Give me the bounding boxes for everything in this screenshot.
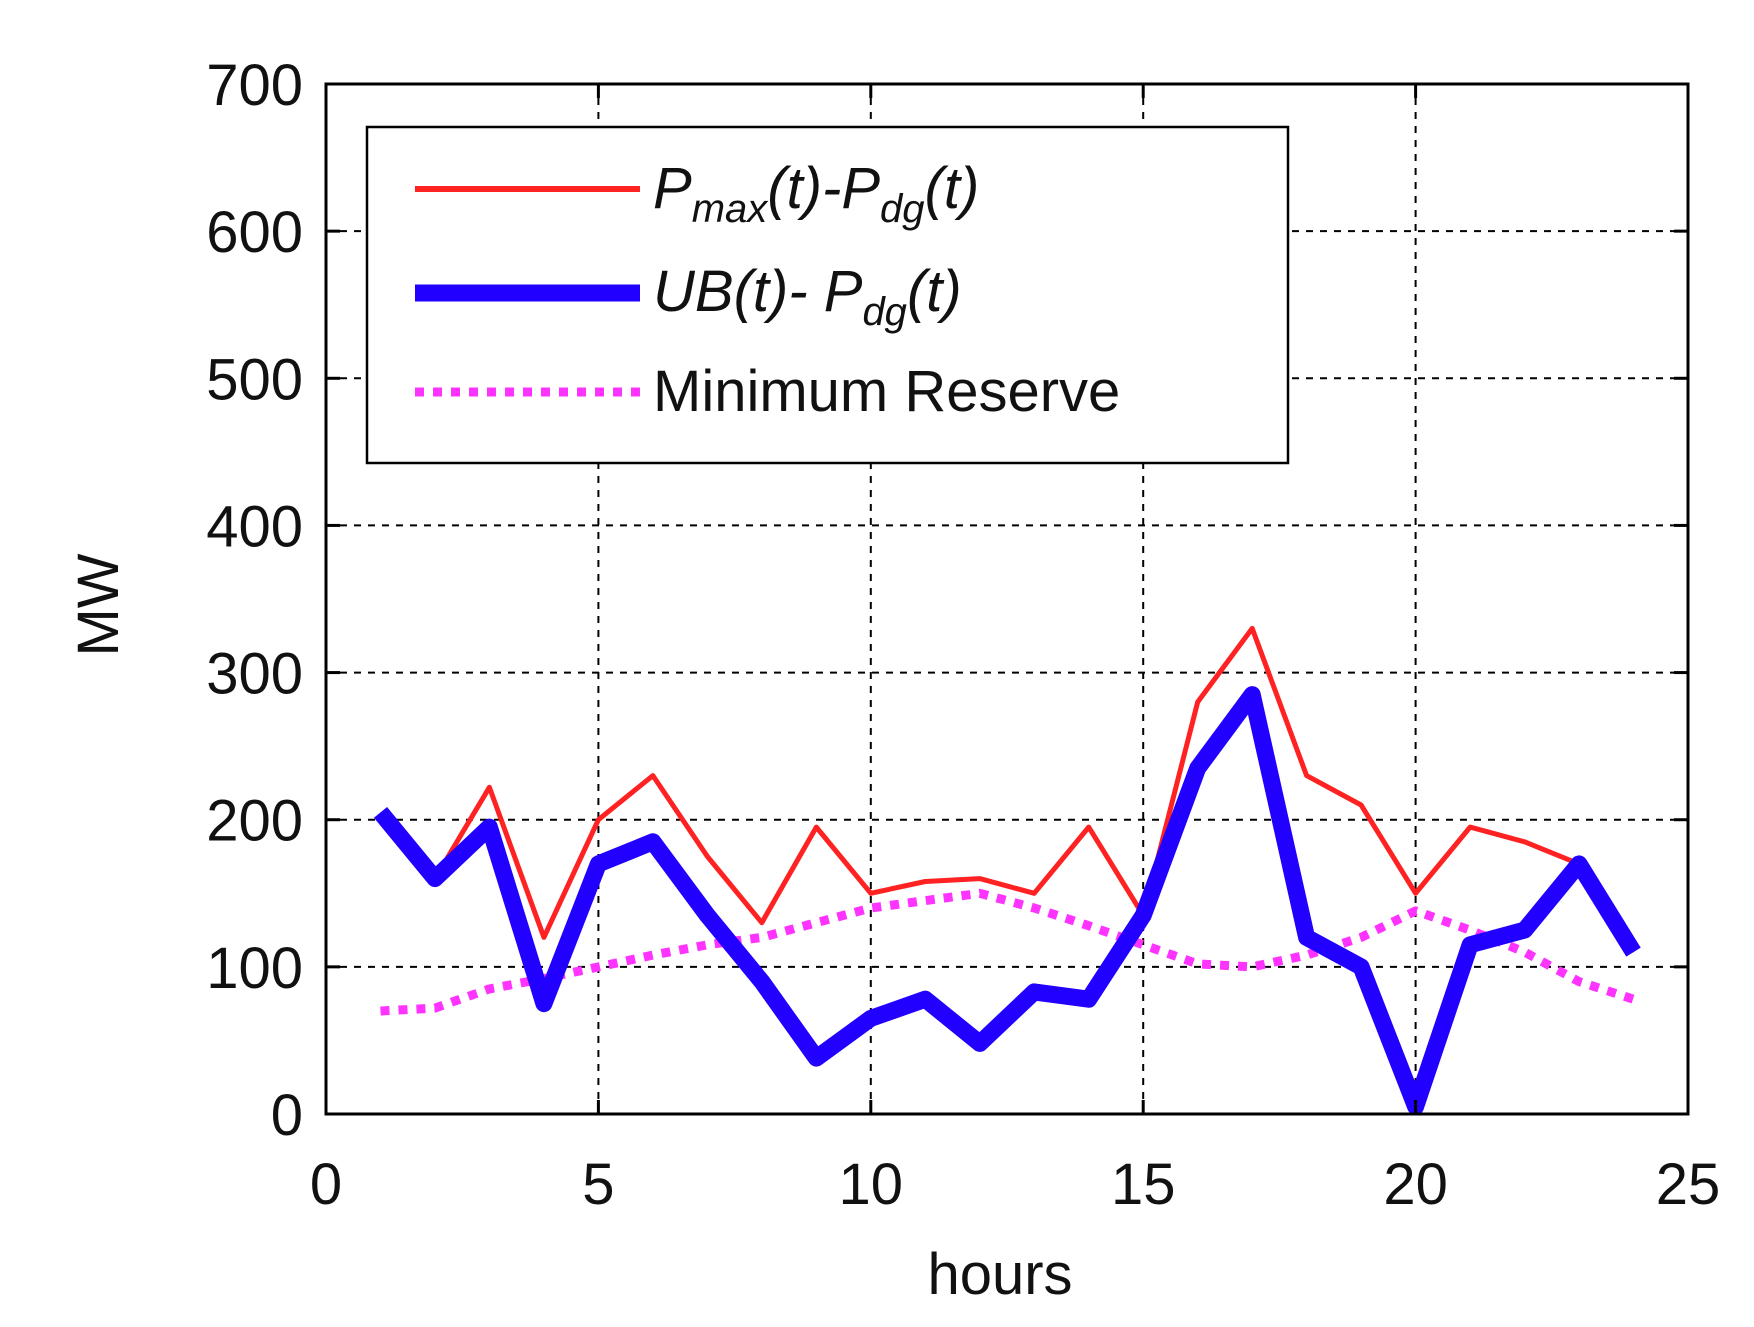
x-tick-label-5: 5: [582, 1152, 614, 1217]
y-tick-label-600: 600: [206, 200, 303, 265]
y-tick-label-400: 400: [206, 494, 303, 559]
x-tick-label-0: 0: [310, 1152, 342, 1217]
legend-label-ub: UB(t)- Pdg(t): [653, 259, 962, 334]
legend: Pmax(t)-Pdg(t) UB(t)- Pdg(t) Minimum Res…: [365, 125, 1290, 465]
legend-pmax-end: (t): [925, 156, 980, 221]
x-tick-label-25: 25: [1656, 1152, 1721, 1217]
legend-ub-sub: dg: [862, 290, 907, 334]
x-tick-label-10: 10: [839, 1152, 904, 1217]
y-tick-label-200: 200: [206, 789, 303, 854]
x-axis-title: hours: [927, 1242, 1072, 1307]
legend-pmax-main: P: [653, 156, 692, 221]
tick-labels: 0 5 10 15 20 25 0 100 200 300 400 500 600 700: [206, 53, 1720, 1217]
legend-label-pmax: Pmax(t)-Pdg(t): [653, 156, 979, 231]
legend-label-reserve: Minimum Reserve: [653, 359, 1120, 424]
plot-frame: [324, 82, 1690, 1116]
series-ub-minus-pdg: [373, 686, 1641, 1116]
y-tick-label-500: 500: [206, 347, 303, 412]
legend-pmax-mid: (t)-P: [767, 156, 880, 221]
x-tick-label-20: 20: [1383, 1152, 1448, 1217]
y-axis-title: MW: [66, 553, 131, 656]
y-tick-label-0: 0: [271, 1083, 303, 1148]
legend-pmax-sub2: dg: [880, 187, 925, 231]
series-pmax-minus-pdg: [378, 625, 1636, 954]
series-group: [373, 625, 1641, 1116]
y-tick-label-100: 100: [206, 936, 303, 1001]
y-tick-label-700: 700: [206, 53, 303, 118]
legend-pmax-sub1: max: [692, 187, 770, 231]
x-tick-label-15: 15: [1111, 1152, 1176, 1217]
ticks: [324, 82, 1690, 1116]
legend-ub-main: UB(t)- P: [653, 259, 863, 324]
y-tick-label-300: 300: [206, 642, 303, 707]
legend-ub-end: (t): [907, 259, 962, 324]
